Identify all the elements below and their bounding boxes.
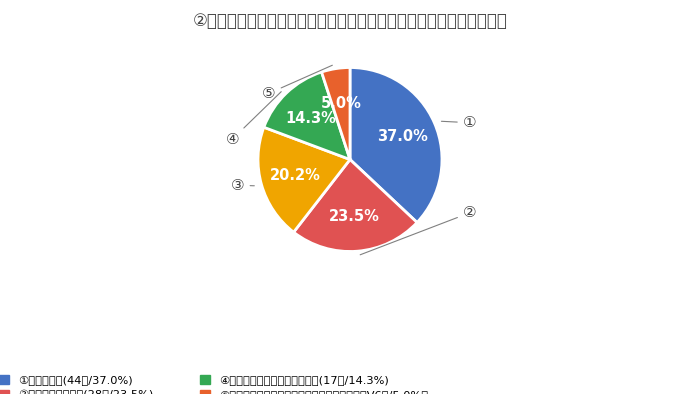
Text: ②: ② <box>360 205 477 255</box>
Wedge shape <box>321 67 350 160</box>
Text: 37.0%: 37.0% <box>377 129 428 144</box>
Text: ②自己処理の時と比べて脱毛に通い始めてから何か変わりましたか？: ②自己処理の時と比べて脱毛に通い始めてから何か変わりましたか？ <box>193 12 508 30</box>
Text: ①: ① <box>442 115 477 130</box>
Text: 5.0%: 5.0% <box>321 96 361 111</box>
Legend: ①楽になった(44人/37.0%), ②肯が紽細になった(28人/23.5%), ③ムダ毛がなくなって自信が出た(24人/20.2%), ④着られる服（水着）が: ①楽になった(44人/37.0%), ②肯が紽細になった(28人/23.5%),… <box>0 370 433 394</box>
Text: ③: ③ <box>231 178 254 193</box>
Text: 14.3%: 14.3% <box>285 111 336 126</box>
Wedge shape <box>293 160 417 251</box>
Wedge shape <box>264 72 350 160</box>
Text: 20.2%: 20.2% <box>270 167 321 182</box>
Wedge shape <box>350 67 442 223</box>
Text: ④: ④ <box>225 92 281 147</box>
Text: ⑤: ⑤ <box>262 65 332 101</box>
Wedge shape <box>258 127 350 232</box>
Text: 23.5%: 23.5% <box>329 209 380 224</box>
